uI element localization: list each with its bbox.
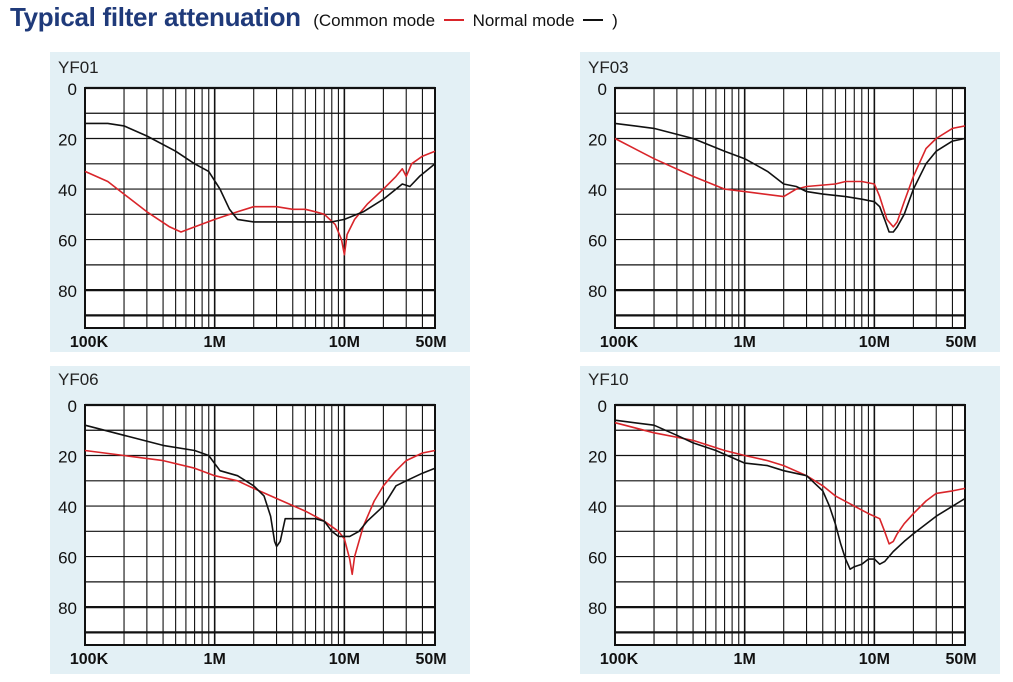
chart-title: YF10 (588, 370, 629, 389)
chart-title: YF03 (588, 58, 629, 77)
panel-yf03: YF03 (580, 52, 1000, 352)
normal-mode-swatch (583, 18, 604, 21)
chart-title: YF01 (58, 58, 99, 77)
panel-yf01: YF01 (50, 52, 470, 352)
chart-title: YF06 (58, 370, 99, 389)
panel-yf06: YF06 (50, 366, 470, 674)
legend-close-text: ) (612, 11, 618, 30)
legend-open-text: (Common mode (313, 11, 436, 30)
legend: (Common mode Normal mode ) (313, 11, 618, 30)
panel-yf10: YF10 (580, 366, 1000, 674)
page-title: Typical filter attenuation (10, 2, 301, 32)
legend-normal-text: Normal mode (472, 11, 575, 30)
header: Typical filter attenuation (Common mode … (10, 2, 618, 40)
common-mode-swatch (443, 18, 464, 21)
